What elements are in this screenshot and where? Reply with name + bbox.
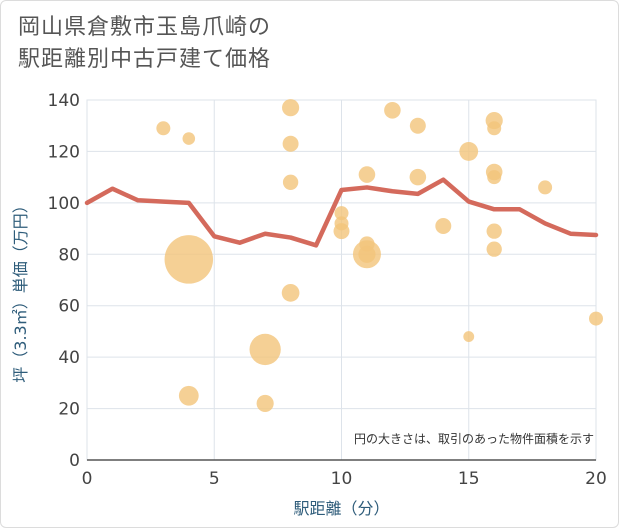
scatter-point [487, 170, 502, 185]
y-tick-label: 20 [58, 400, 80, 420]
x-tick-label: 20 [585, 469, 607, 489]
scatter-point [282, 99, 300, 117]
scatter-point [358, 166, 376, 183]
chart-title: 岡山県倉敷市玉島爪崎の 駅距離別中古戸建て価格 [18, 12, 271, 76]
scatter-point [486, 223, 502, 239]
scatter-point [333, 223, 350, 240]
scatter-point [256, 394, 274, 413]
scatter-point [281, 284, 300, 302]
y-tick-label: 120 [48, 142, 80, 162]
y-tick-label: 80 [58, 245, 80, 265]
y-tick-label: 140 [48, 91, 80, 111]
average-line [84, 177, 599, 248]
scatter-point [538, 180, 553, 195]
scatter-point [182, 132, 196, 145]
scatter-point [358, 245, 376, 263]
scatter-point [409, 117, 426, 134]
title-line-2: 駅距離別中古戸建て価格 [18, 47, 272, 72]
x-tick-label: 0 [82, 469, 93, 489]
bubbles [156, 99, 603, 413]
scatter-point [156, 121, 171, 136]
scatter-point [435, 218, 452, 234]
scatter-point [178, 385, 199, 406]
x-axis-label: 駅距離（分） [293, 499, 389, 518]
scatter-point [334, 206, 349, 221]
scatter-point [463, 331, 475, 342]
y-tick-label: 100 [48, 194, 80, 214]
scatter-point [589, 311, 603, 326]
scatter-point [249, 333, 281, 366]
scatter-point [459, 142, 479, 161]
x-tick-label: 5 [209, 469, 220, 489]
y-tick-label: 0 [69, 451, 80, 471]
grid [86, 99, 597, 461]
size-note: 円の大きさは、取引のあった物件面積を示す [354, 431, 594, 446]
x-tick-label: 10 [331, 469, 353, 489]
y-tick-label: 60 [58, 297, 80, 317]
scatter-point [282, 135, 299, 152]
title-line-1: 岡山県倉敷市玉島爪崎の [18, 15, 272, 40]
tick-labels: 0 5 10 15 20 0 20 40 60 80 100 120 140 [48, 91, 607, 489]
y-tick-label: 40 [58, 348, 80, 368]
scatter-point [384, 102, 401, 119]
y-axis-label: 坪（3.3㎡）単価（万円） [11, 197, 30, 382]
scatter-point [486, 241, 502, 257]
x-tick-label: 15 [458, 469, 480, 489]
scatter-point [409, 168, 427, 186]
scatter-point [282, 174, 299, 190]
average-price-line [84, 177, 599, 248]
scatter-point [164, 235, 214, 284]
scatter-point [487, 121, 502, 136]
